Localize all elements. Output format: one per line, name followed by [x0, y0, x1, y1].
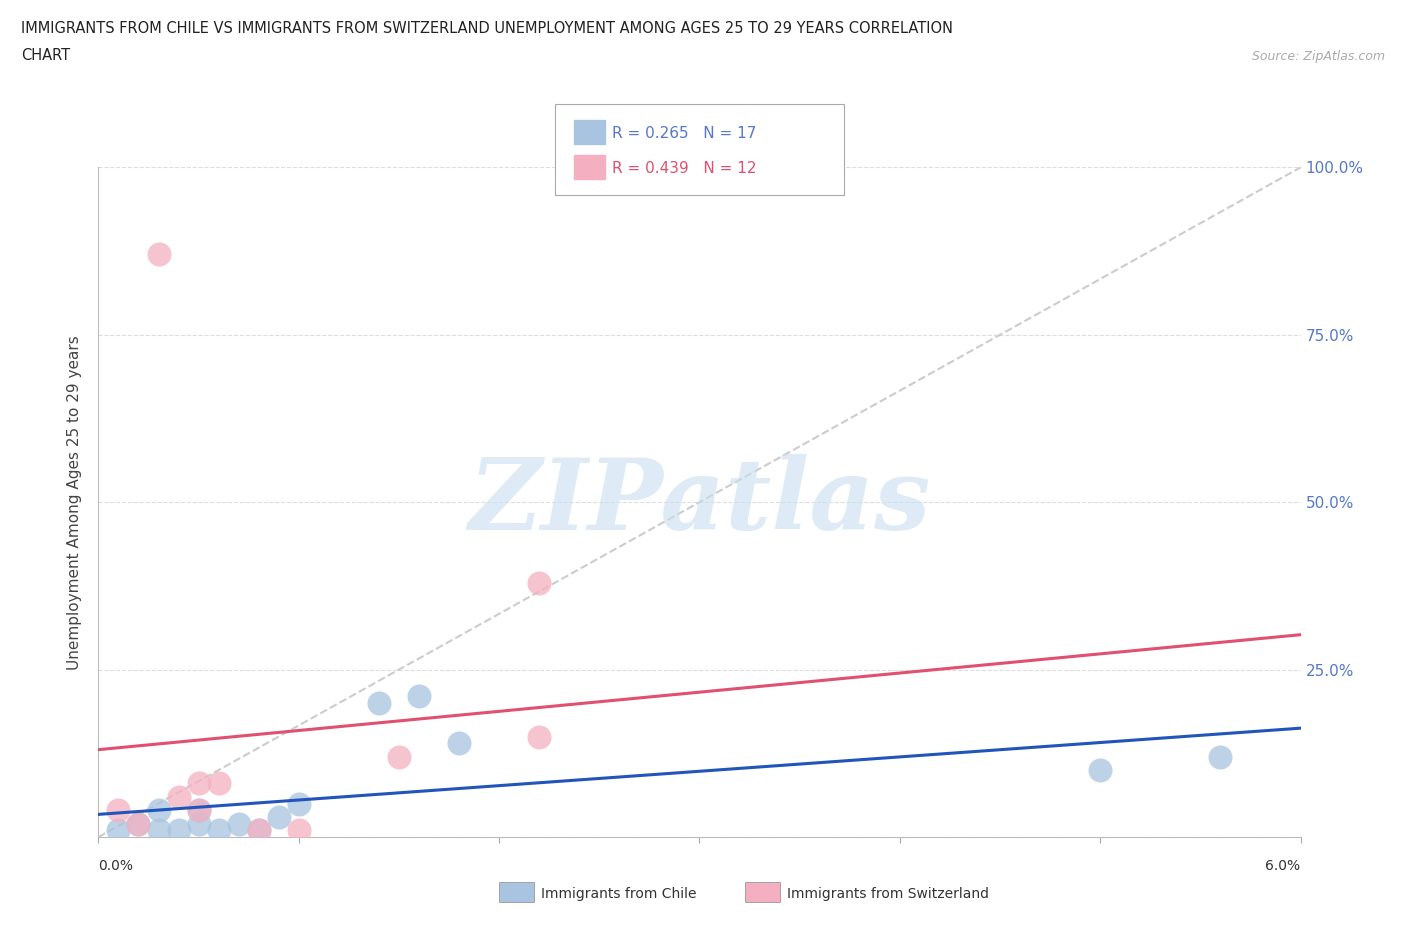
- Point: [247, 823, 270, 838]
- Text: Immigrants from Chile: Immigrants from Chile: [541, 887, 697, 901]
- Point: [148, 247, 170, 262]
- Point: [288, 796, 311, 811]
- Point: [529, 575, 551, 590]
- Text: IMMIGRANTS FROM CHILE VS IMMIGRANTS FROM SWITZERLAND UNEMPLOYMENT AMONG AGES 25 : IMMIGRANTS FROM CHILE VS IMMIGRANTS FROM…: [21, 20, 953, 35]
- Point: [187, 803, 209, 817]
- Y-axis label: Unemployment Among Ages 25 to 29 years: Unemployment Among Ages 25 to 29 years: [67, 335, 83, 670]
- Point: [128, 817, 150, 831]
- Point: [167, 790, 190, 804]
- Point: [408, 689, 430, 704]
- Point: [208, 823, 231, 838]
- Point: [228, 817, 250, 831]
- Point: [447, 736, 470, 751]
- Point: [148, 803, 170, 817]
- Point: [1090, 763, 1112, 777]
- Point: [288, 823, 311, 838]
- Point: [187, 776, 209, 790]
- Point: [187, 803, 209, 817]
- Point: [1209, 750, 1232, 764]
- Point: [208, 776, 231, 790]
- Point: [368, 696, 391, 711]
- Point: [388, 750, 411, 764]
- Point: [128, 817, 150, 831]
- Point: [529, 729, 551, 744]
- Text: Source: ZipAtlas.com: Source: ZipAtlas.com: [1251, 50, 1385, 63]
- Point: [107, 823, 129, 838]
- Text: R = 0.265   N = 17: R = 0.265 N = 17: [612, 126, 756, 140]
- Point: [187, 817, 209, 831]
- Point: [148, 823, 170, 838]
- Text: 6.0%: 6.0%: [1265, 858, 1301, 872]
- Point: [247, 823, 270, 838]
- Text: CHART: CHART: [21, 48, 70, 63]
- Point: [167, 823, 190, 838]
- Text: 0.0%: 0.0%: [98, 858, 134, 872]
- Text: R = 0.439   N = 12: R = 0.439 N = 12: [612, 161, 756, 176]
- Text: ZIPatlas: ZIPatlas: [468, 454, 931, 551]
- Point: [107, 803, 129, 817]
- Text: Immigrants from Switzerland: Immigrants from Switzerland: [787, 887, 990, 901]
- Point: [267, 809, 290, 824]
